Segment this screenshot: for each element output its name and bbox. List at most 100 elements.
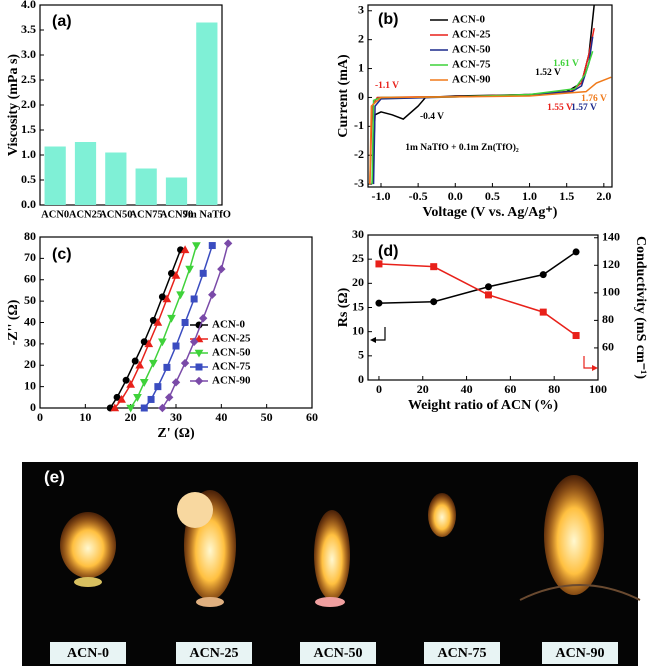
- panel-label: (d): [378, 243, 398, 260]
- marker: [158, 293, 166, 301]
- legend-label: ACN-0: [212, 319, 245, 331]
- marker: [484, 283, 492, 291]
- marker: [539, 308, 547, 316]
- x-tick-label: 1.0: [522, 189, 537, 203]
- marker: [430, 298, 438, 306]
- legend-label: ACN-50: [212, 347, 251, 359]
- y-tick-label: -2: [354, 147, 364, 161]
- marker: [140, 404, 148, 412]
- marker: [171, 378, 181, 387]
- y-tick-label: 30: [24, 336, 36, 350]
- marker: [147, 395, 155, 403]
- x-tick-label: ACN25: [69, 209, 102, 220]
- marker: [208, 290, 217, 299]
- y2-tick-label: 100: [602, 285, 620, 299]
- marker: [110, 403, 120, 412]
- y-tick-label: 50: [24, 293, 36, 307]
- y-tick-label: 0: [30, 400, 36, 414]
- x-axis-label: Voltage (V vs. Ag/Ag⁺): [423, 205, 558, 220]
- marker: [194, 376, 204, 386]
- bar: [135, 168, 157, 205]
- y-tick-label: 2.0: [21, 97, 36, 111]
- x-tick-label: 7m NaTfO: [183, 209, 231, 220]
- plot-frame: [367, 234, 599, 381]
- marker: [199, 269, 207, 277]
- marker: [572, 248, 580, 256]
- marker: [131, 357, 139, 365]
- marker: [190, 295, 198, 303]
- marker: [192, 242, 201, 251]
- marker: [223, 239, 233, 248]
- x-tick-label: 0.5: [485, 189, 500, 203]
- x-tick-label: 40: [215, 410, 227, 424]
- label-box: [176, 642, 252, 664]
- y-tick-label: 10: [24, 378, 36, 392]
- y-tick-label: 15: [352, 299, 364, 313]
- marker: [167, 269, 175, 277]
- x-tick-label: 10: [79, 410, 91, 424]
- marker: [172, 342, 180, 350]
- x-tick-label: ACN0: [41, 209, 69, 220]
- y-tick-label: 0: [358, 89, 364, 103]
- annotation: -0.4 V: [420, 112, 444, 122]
- photo-label: ACN-0: [67, 646, 109, 661]
- x-tick-label: 0: [37, 410, 43, 424]
- marker: [113, 393, 121, 401]
- photo-label: ACN-25: [190, 646, 239, 661]
- x-tick-label: 30: [170, 410, 182, 424]
- x-tick-label: 20: [417, 382, 429, 396]
- y-tick-label: -1: [354, 118, 364, 132]
- y-tick-label: 30: [352, 227, 364, 241]
- x-tick-label: ACN90: [160, 209, 193, 220]
- y-tick-label: 60: [24, 272, 36, 286]
- bar: [74, 142, 97, 205]
- marker: [139, 379, 149, 387]
- y2-tick-label: 120: [602, 257, 620, 271]
- x-tick-label: -1.0: [371, 189, 390, 203]
- annotation: 1.52 V: [535, 68, 561, 78]
- plot-frame: [367, 4, 613, 188]
- marker: [167, 314, 176, 323]
- y-tick-label: 2.5: [21, 72, 36, 86]
- x-tick-label: 40: [461, 382, 473, 396]
- y-tick-label: 70: [24, 250, 36, 264]
- y2-tick-label: 140: [602, 230, 620, 244]
- y-tick-label: 20: [352, 275, 364, 289]
- marker: [484, 291, 492, 299]
- y-axis-label: Current (mA): [336, 54, 351, 138]
- marker: [144, 339, 154, 348]
- x-tick-label: 60: [504, 382, 516, 396]
- y-tick-label: 4.0: [21, 0, 36, 11]
- marker: [176, 291, 185, 300]
- x-axis-label: Z' (Ω): [157, 426, 195, 441]
- annotation: 1.61 V: [553, 59, 579, 69]
- y2-axis-label: Conductivity (mS cm⁻¹): [633, 236, 648, 379]
- legend-label: ACN-75: [212, 361, 251, 373]
- marker: [117, 394, 126, 403]
- y-axis-label: -Z'' (Ω): [6, 299, 21, 345]
- marker: [148, 359, 158, 368]
- y-tick-label: 3.0: [21, 47, 36, 61]
- bar: [105, 152, 127, 205]
- marker: [158, 338, 167, 347]
- y-tick-label: 3.5: [21, 22, 36, 36]
- bar: [196, 22, 218, 205]
- marker: [135, 360, 145, 369]
- y2-tick-label: 60: [602, 340, 614, 354]
- x-tick-label: 20: [125, 410, 137, 424]
- x-tick-label: 100: [589, 382, 607, 396]
- marker: [162, 294, 172, 303]
- x-tick-label: ACN75: [130, 209, 163, 220]
- y-tick-label: 20: [24, 357, 36, 371]
- photo-label: ACN-90: [556, 646, 605, 661]
- y-tick-label: 80: [24, 229, 36, 243]
- y-tick-label: 1.5: [21, 122, 36, 136]
- arrow: [372, 327, 386, 341]
- x-tick-label: 0.0: [448, 189, 463, 203]
- marker: [194, 349, 204, 358]
- x-tick-label: ACN50: [99, 209, 132, 220]
- legend-label: ACN-25: [452, 29, 491, 41]
- plot-frame: [39, 4, 223, 206]
- marker: [185, 265, 194, 274]
